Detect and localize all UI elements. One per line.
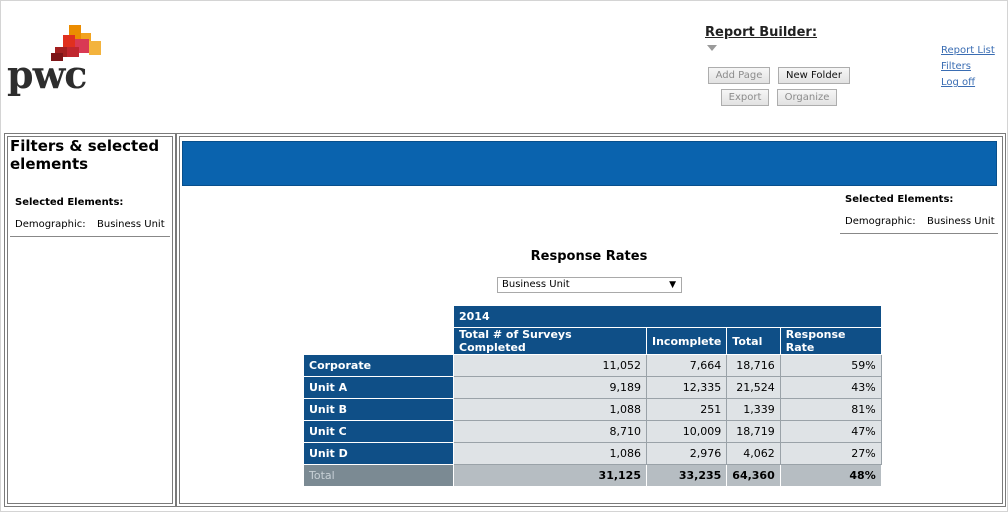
row-label: Unit A: [303, 376, 454, 399]
row-label: Unit D: [303, 442, 454, 465]
report-header-band: [182, 141, 997, 186]
dropdown-arrow-icon: ▼: [669, 280, 676, 290]
column-header: Total # of Surveys Completed: [453, 327, 647, 355]
table-cell: 12,335: [645, 376, 728, 399]
table-cell: 59%: [779, 354, 882, 377]
report-list-link[interactable]: Report List: [941, 45, 995, 56]
year-header: 2014: [453, 305, 882, 328]
sidebar-panel: [4, 133, 176, 507]
table-cell: 4,062: [726, 442, 781, 465]
table-cell: 251: [645, 398, 728, 421]
table-total-row: Total 31,125 33,235 64,360 48%: [303, 464, 882, 487]
table-corner: [304, 306, 454, 328]
table-cell: 1,088: [453, 398, 647, 421]
pwc-logo-text: pwc: [7, 52, 87, 97]
main-divider: [840, 233, 998, 234]
total-label: Total: [303, 464, 454, 487]
table-cell: 1,339: [726, 398, 781, 421]
sidebar-demographic-value: Business Unit: [97, 219, 165, 230]
export-button[interactable]: Export: [721, 89, 769, 106]
row-label: Corporate: [303, 354, 454, 377]
table-row: Unit A 9,189 12,335 21,524 43%: [303, 376, 882, 399]
row-label: Unit B: [303, 398, 454, 421]
sidebar-selected-heading: Selected Elements:: [15, 197, 124, 208]
table-row: Unit D 1,086 2,976 4,062 27%: [303, 442, 882, 465]
table-cell: 7,664: [645, 354, 728, 377]
table-cell: 43%: [779, 376, 882, 399]
table-cell: 81%: [779, 398, 882, 421]
new-folder-button[interactable]: New Folder: [778, 67, 850, 84]
table-row: Unit C 8,710 10,009 18,719 47%: [303, 420, 882, 443]
add-page-button[interactable]: Add Page: [708, 67, 770, 84]
row-label: Unit C: [303, 420, 454, 443]
table-cell: 10,009: [645, 420, 728, 443]
organize-button[interactable]: Organize: [777, 89, 837, 106]
column-header: Incomplete: [645, 327, 728, 355]
table-row: Corporate 11,052 7,664 18,716 59%: [303, 354, 882, 377]
table-cell: 8,710: [453, 420, 647, 443]
table-cell: 27%: [779, 442, 882, 465]
table-cell: 18,719: [726, 420, 781, 443]
report-title: Response Rates: [530, 249, 648, 264]
total-cell: 64,360: [726, 464, 781, 487]
table-cell: 1,086: [453, 442, 647, 465]
table-year-row: 2014: [304, 305, 882, 328]
main-panel: [176, 133, 1006, 507]
main-selected-heading: Selected Elements:: [845, 194, 954, 205]
table-cell: 47%: [779, 420, 882, 443]
table-cell: 9,189: [453, 376, 647, 399]
pwc-logo-mark: [51, 25, 103, 69]
main-panel-inner: [179, 136, 1003, 504]
column-header: Total: [726, 327, 781, 355]
table-header-row: Total # of Surveys Completed Incomplete …: [304, 327, 882, 355]
main-demographic-value: Business Unit: [927, 216, 995, 227]
filters-link[interactable]: Filters: [941, 61, 971, 72]
sidebar-divider: [10, 236, 170, 237]
column-header: Response Rate: [779, 327, 882, 355]
table-cell: 21,524: [726, 376, 781, 399]
table-cell: 2,976: [645, 442, 728, 465]
log-off-link[interactable]: Log off: [941, 77, 976, 88]
table-cell: 11,052: [453, 354, 647, 377]
report-builder-label[interactable]: Report Builder:: [705, 25, 818, 40]
sidebar-panel-inner: [7, 136, 173, 504]
demographic-select-value: Business Unit: [502, 279, 570, 290]
table-row: Unit B 1,088 251 1,339 81%: [303, 398, 882, 421]
table-corner: [304, 328, 454, 355]
chevron-down-icon[interactable]: [707, 45, 717, 51]
response-rates-table: 2014 Total # of Surveys Completed Incomp…: [303, 305, 882, 487]
table-cell: 18,716: [726, 354, 781, 377]
demographic-select[interactable]: Business Unit ▼: [497, 277, 682, 293]
total-cell: 33,235: [645, 464, 728, 487]
sidebar-demographic-label: Demographic:: [15, 219, 86, 230]
total-cell: 31,125: [453, 464, 647, 487]
sidebar-title: Filters & selected elements: [10, 137, 160, 173]
total-cell: 48%: [779, 464, 882, 487]
main-demographic-label: Demographic:: [845, 216, 916, 227]
